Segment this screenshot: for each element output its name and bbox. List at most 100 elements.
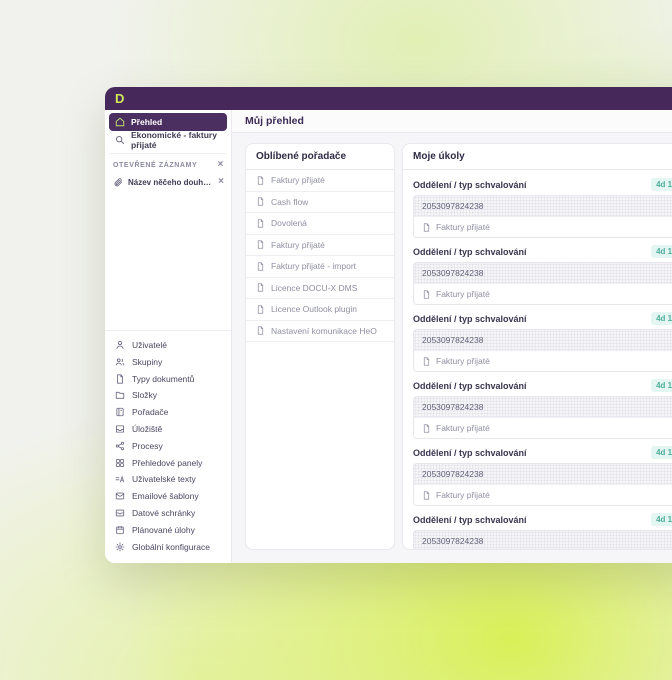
document-icon <box>256 240 265 249</box>
mailbox-icon <box>115 508 125 518</box>
task-record[interactable]: 2053097824238 Faktury přijaté <box>413 396 672 439</box>
favorite-folder-item[interactable]: Licence Outlook plugin <box>246 299 394 321</box>
task-title: Oddělení / typ schvalování <box>413 447 527 458</box>
task-title: Oddělení / typ schvalování <box>413 179 527 190</box>
task-item: Oddělení / typ schvalování 4d 1h 2053097… <box>413 513 672 549</box>
task-record[interactable]: 2053097824238 Faktury přijaté <box>413 463 672 506</box>
main-titlebar: Můj přehled <box>232 110 672 133</box>
sidebar-item-planovane-ulohy[interactable]: Plánované úlohy <box>105 521 231 538</box>
task-age-badge: 4d 1h <box>651 312 672 325</box>
favorite-folder-label: Dovolená <box>271 218 307 229</box>
sidebar-item-procesy[interactable]: Procesy <box>105 437 231 454</box>
favorite-folder-label: Nastavení komunikace HeO <box>271 325 377 336</box>
task-record-folder-label: Faktury přijaté <box>436 356 490 366</box>
favorite-folder-item[interactable]: Faktury přijaté - import <box>246 256 394 278</box>
sidebar-item-typy-dokumentu[interactable]: Typy dokumentů <box>105 370 231 387</box>
sidebar-item-ekonomicke[interactable]: Ekonomické - faktury přijaté <box>109 130 227 150</box>
mail-icon <box>115 491 125 501</box>
task-title: Oddělení / typ schvalování <box>413 514 527 525</box>
sidebar-item-globalni-konfigurace[interactable]: Globální konfigurace <box>105 538 231 555</box>
task-record-folder[interactable]: Faktury přijaté <box>414 350 672 371</box>
favorite-folder-item[interactable]: Dovolená <box>246 213 394 235</box>
users-icon <box>115 357 125 367</box>
task-item: Oddělení / typ schvalování 4d 1h 2053097… <box>413 312 672 372</box>
sidebar-item-slozky[interactable]: Složky <box>105 387 231 404</box>
calendar-icon <box>115 525 125 535</box>
document-icon <box>256 219 265 228</box>
sidebar-item-uzivatelske-texty[interactable]: Uživatelské texty <box>105 471 231 488</box>
task-record[interactable]: 2053097824238 Faktury přijaté <box>413 195 672 238</box>
sidebar-item-label: Přehled <box>131 117 163 127</box>
task-record[interactable]: 2053097824238 Faktury přijaté <box>413 262 672 305</box>
document-icon <box>115 374 125 384</box>
docu-x-logo: D <box>115 91 125 106</box>
task-age-badge: 4d 1h <box>651 178 672 191</box>
favorites-list: Faktury přijaté Cash flow Dovolená Faktu… <box>246 170 394 342</box>
favorites-panel: Oblíbené pořadače Faktury přijaté Cash f… <box>245 143 395 550</box>
main-area: Můj přehled Oblíbené pořadače Faktury př… <box>232 110 672 563</box>
task-title: Oddělení / typ schvalování <box>413 246 527 257</box>
close-icon[interactable]: × <box>218 176 224 187</box>
document-icon <box>422 490 431 500</box>
favorite-folder-item[interactable]: Cash flow <box>246 192 394 213</box>
document-icon <box>256 262 265 271</box>
app-titlebar: D <box>105 87 672 110</box>
home-icon <box>115 117 125 127</box>
sidebar-item-datove-schranky[interactable]: Datové schránky <box>105 505 231 522</box>
sidebar-item-label: Ekonomické - faktury přijaté <box>131 130 217 150</box>
favorites-panel-title: Oblíbené pořadače <box>246 144 394 170</box>
favorite-folder-item[interactable]: Nastavení komunikace HeO <box>246 321 394 342</box>
task-age-badge: 4d 1h <box>651 446 672 459</box>
sidebar-item-prehledove-panely[interactable]: Přehledové panely <box>105 454 231 471</box>
favorite-folder-label: Faktury přijaté - import <box>271 261 357 272</box>
storage-icon <box>115 424 125 434</box>
sidebar: Přehled Ekonomické - faktury přijaté OTE… <box>105 110 232 563</box>
open-record-item[interactable]: Název něčeho douhého... × <box>113 177 225 187</box>
favorite-folder-item[interactable]: Faktury přijaté <box>246 235 394 256</box>
document-icon <box>422 423 431 433</box>
task-record[interactable]: 2053097824238 Faktury přijaté <box>413 530 672 549</box>
favorite-folder-item[interactable]: Licence DOCU-X DMS <box>246 278 394 299</box>
task-record-folder[interactable]: Faktury přijaté <box>414 283 672 304</box>
favorite-folder-label: Faktury přijaté <box>271 239 325 250</box>
task-record-number[interactable]: 2053097824238 <box>414 330 672 350</box>
sidebar-item-poradace[interactable]: Pořadače <box>105 404 231 421</box>
favorite-folder-label: Faktury přijaté <box>271 175 325 186</box>
task-title: Oddělení / typ schvalování <box>413 313 527 324</box>
dashboard-icon <box>115 458 125 468</box>
task-record-folder-label: Faktury přijaté <box>436 423 490 433</box>
app-window: D Přehled Ekonomické - faktury přijaté <box>105 87 672 563</box>
favorite-folder-item[interactable]: Faktury přijaté <box>246 170 394 192</box>
sidebar-divider <box>109 153 227 154</box>
sidebar-item-emailove-sablony[interactable]: Emailové šablony <box>105 488 231 505</box>
my-tasks-panel-title: Moje úkoly <box>403 144 672 170</box>
task-item: Oddělení / typ schvalování 4d 1h 2053097… <box>413 446 672 506</box>
user-icon <box>115 340 125 350</box>
task-record-folder[interactable]: Faktury přijaté <box>414 216 672 237</box>
search-icon <box>115 135 125 145</box>
task-record-number[interactable]: 2053097824238 <box>414 196 672 216</box>
sidebar-item-uzivatele[interactable]: Uživatelé <box>105 337 231 354</box>
task-record-folder[interactable]: Faktury přijaté <box>414 417 672 438</box>
open-records-section: OTEVŘENÉ ZÁZNAMY × Název něčeho douhého.… <box>105 154 231 191</box>
document-icon <box>256 305 265 314</box>
task-title: Oddělení / typ schvalování <box>413 380 527 391</box>
task-age-badge: 4d 1h <box>651 245 672 258</box>
task-item: Oddělení / typ schvalování 4d 1h 2053097… <box>413 178 672 238</box>
task-record-number[interactable]: 2053097824238 <box>414 397 672 417</box>
close-icon[interactable]: × <box>217 159 224 170</box>
document-icon <box>256 197 265 206</box>
favorite-folder-label: Licence DOCU-X DMS <box>271 282 358 293</box>
sidebar-item-skupiny[interactable]: Skupiny <box>105 353 231 370</box>
gear-icon <box>115 542 125 552</box>
page-title: Můj přehled <box>245 115 304 127</box>
sidebar-item-prehled[interactable]: Přehled <box>109 113 227 131</box>
task-record-number[interactable]: 2053097824238 <box>414 531 672 549</box>
sidebar-item-uloziste[interactable]: Úložiště <box>105 421 231 438</box>
task-record[interactable]: 2053097824238 Faktury přijaté <box>413 329 672 372</box>
task-record-number[interactable]: 2053097824238 <box>414 263 672 283</box>
task-age-badge: 4d 1h <box>651 513 672 526</box>
task-record-folder-label: Faktury přijaté <box>436 289 490 299</box>
task-record-folder[interactable]: Faktury přijaté <box>414 484 672 505</box>
task-record-number[interactable]: 2053097824238 <box>414 464 672 484</box>
